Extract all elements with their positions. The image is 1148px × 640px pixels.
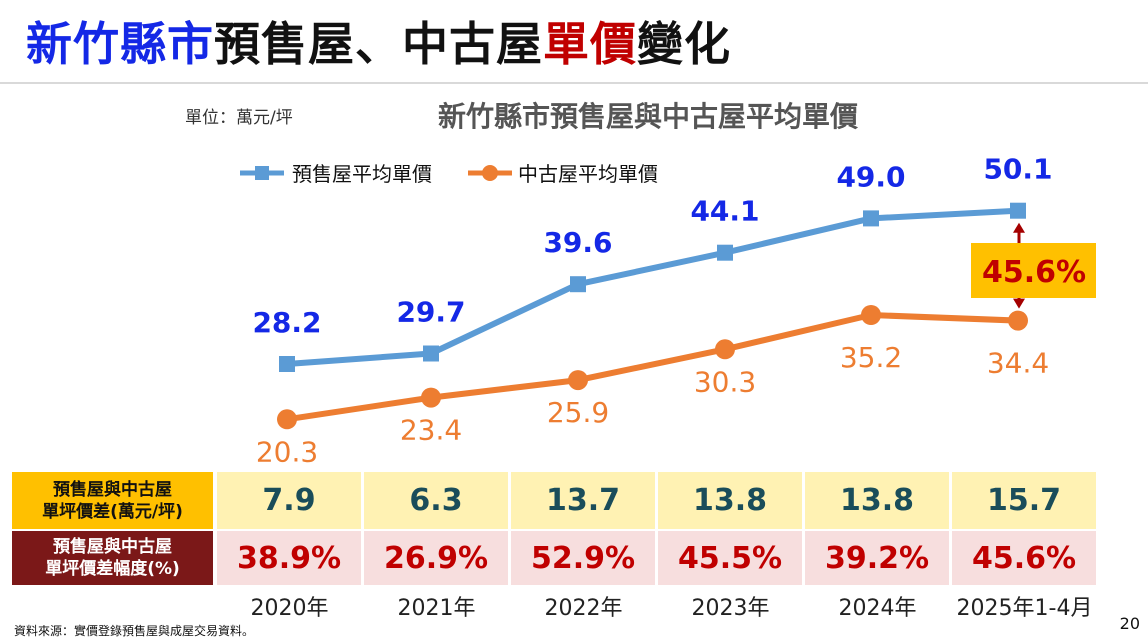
legend-marker-resale (482, 165, 498, 181)
data-label-presale: 28.2 (252, 306, 321, 339)
page-number: 20 (1119, 614, 1140, 633)
price-diff-pct-cell: 39.2% (805, 531, 949, 585)
title-part-region: 新竹縣市 (26, 17, 214, 71)
data-label-presale: 49.0 (836, 160, 905, 193)
price-diff-pct-cell: 26.9% (364, 531, 508, 585)
point-resale (277, 409, 297, 430)
data-label-resale: 35.2 (840, 341, 902, 374)
data-label-presale: 50.1 (983, 153, 1052, 186)
point-presale (570, 276, 586, 293)
data-label-resale: 30.3 (694, 365, 756, 398)
title-part-change: 變化 (637, 17, 731, 71)
point-resale (861, 305, 881, 325)
data-label-presale: 39.6 (543, 226, 612, 259)
row-label-price-diff-pct: 預售屋與中古屋 單坪價差幅度(%) (12, 531, 213, 585)
data-label-presale: 44.1 (690, 195, 759, 228)
x-axis-category-label: 2024年 (838, 596, 917, 621)
legend-label-resale: 中古屋平均單價 (518, 162, 658, 186)
gap-annotation-label: 45.6% (982, 255, 1086, 290)
title-divider (0, 82, 1148, 84)
price-diff-cell: 6.3 (364, 472, 508, 529)
point-resale (421, 387, 441, 408)
row-label-price-diff: 預售屋與中古屋 單坪價差(萬元/坪) (12, 472, 213, 529)
point-resale (715, 339, 735, 360)
data-label-resale: 23.4 (400, 414, 462, 447)
row-label-price-diff-line2: 單坪價差(萬元/坪) (42, 501, 183, 522)
price-diff-cell: 13.8 (805, 472, 949, 529)
x-axis-category-label: 2021年 (397, 596, 476, 621)
point-presale (717, 244, 733, 261)
price-diff-cell: 15.7 (952, 472, 1096, 529)
unit-label: 單位：萬元/坪 (185, 108, 293, 128)
gap-arrow-head-down (1013, 298, 1025, 309)
data-label-resale: 25.9 (547, 396, 609, 429)
price-diff-pct-cell: 45.6% (952, 531, 1096, 585)
point-presale (1010, 202, 1026, 219)
price-diff-pct-cell: 45.5% (658, 531, 802, 585)
source-note: 資料來源：實價登錄預售屋與成屋交易資料。 (14, 624, 255, 638)
data-label-resale: 20.3 (256, 435, 318, 468)
x-axis-category-label: 2020年 (250, 596, 329, 621)
title-part-types: 預售屋、中古屋 (214, 17, 543, 71)
x-axis-category-label: 2023年 (691, 596, 770, 621)
row-label-price-diff-line1: 預售屋與中古屋 (53, 479, 172, 500)
point-presale (279, 356, 295, 372)
series-line-presale (286, 207, 1019, 367)
price-diff-cell: 7.9 (217, 472, 361, 529)
point-presale (863, 210, 879, 227)
chart-title: 新竹縣市預售屋與中古屋平均單價 (438, 100, 859, 133)
point-presale (423, 345, 439, 362)
point-resale (568, 370, 588, 391)
gap-arrow-head-up (1013, 222, 1025, 233)
x-axis-category-label: 2025年1-4月 (956, 596, 1093, 621)
gap-annotation-box (971, 243, 1096, 298)
row-label-price-diff-pct-line1: 預售屋與中古屋 (53, 537, 172, 557)
price-diff-pct-cell: 52.9% (511, 531, 655, 585)
point-resale (1008, 310, 1028, 331)
series-line-resale (286, 312, 1019, 423)
data-label-resale: 34.4 (987, 347, 1049, 380)
title-part-unit-price: 單價 (543, 17, 637, 71)
x-axis-category-label: 2022年 (544, 596, 623, 621)
legend-label-presale: 預售屋平均單價 (292, 162, 432, 186)
price-diff-cell: 13.8 (658, 472, 802, 529)
legend-marker-presale (255, 166, 269, 180)
data-label-presale: 29.7 (396, 296, 465, 329)
row-label-price-diff-pct-line2: 單坪價差幅度(%) (45, 559, 180, 579)
slide-title: 新竹縣市預售屋、中古屋單價變化 (26, 12, 731, 76)
price-diff-cell: 13.7 (511, 472, 655, 529)
price-diff-pct-cell: 38.9% (217, 531, 361, 585)
